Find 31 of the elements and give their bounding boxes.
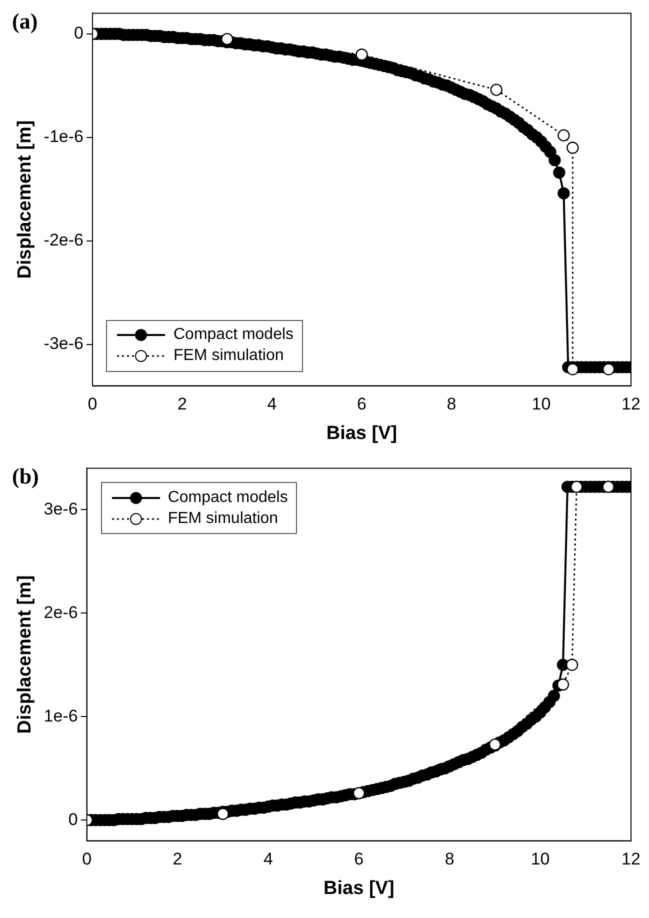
y-tick-label: -1e-6 [44, 127, 84, 146]
y-tick-label: 0 [74, 24, 84, 43]
x-tick-label: 6 [354, 850, 364, 869]
y-tick-label: -2e-6 [44, 230, 84, 250]
x-tick-label: 10 [532, 394, 551, 414]
x-tick-label: 2 [178, 394, 187, 414]
legend-label: FEM simulation [173, 347, 284, 366]
x-tick-label: 12 [622, 850, 640, 869]
x-tick-label: 8 [444, 850, 454, 869]
y-tick-label: 0 [68, 810, 78, 829]
x-tick-label: 4 [267, 394, 277, 414]
y-tick-label: 3e-6 [44, 499, 78, 518]
x-axis-title: Bias [V] [326, 422, 398, 444]
chart-title: (b) [12, 464, 39, 489]
y-tick-label: 1e-6 [44, 706, 78, 726]
x-tick-label: 0 [88, 394, 98, 414]
x-tick-label: 12 [622, 394, 640, 414]
x-tick-label: 8 [446, 394, 456, 414]
y-axis-title: Displacement [m] [14, 120, 36, 279]
y-tick-label: -3e-6 [44, 334, 84, 354]
legend-label: Compact models [168, 488, 288, 507]
y-axis-title: Displacement [m] [14, 575, 36, 734]
legend-label: FEM simulation [168, 510, 278, 528]
x-tick-label: 2 [172, 850, 182, 869]
y-tick-label: 2e-6 [44, 602, 78, 622]
chart-title: (a) [12, 8, 38, 34]
legend-label: Compact models [173, 326, 294, 344]
x-tick-label: 10 [530, 850, 550, 869]
x-axis-title: Bias [V] [324, 878, 394, 899]
x-tick-label: 6 [357, 394, 366, 414]
x-tick-label: 4 [263, 850, 273, 869]
